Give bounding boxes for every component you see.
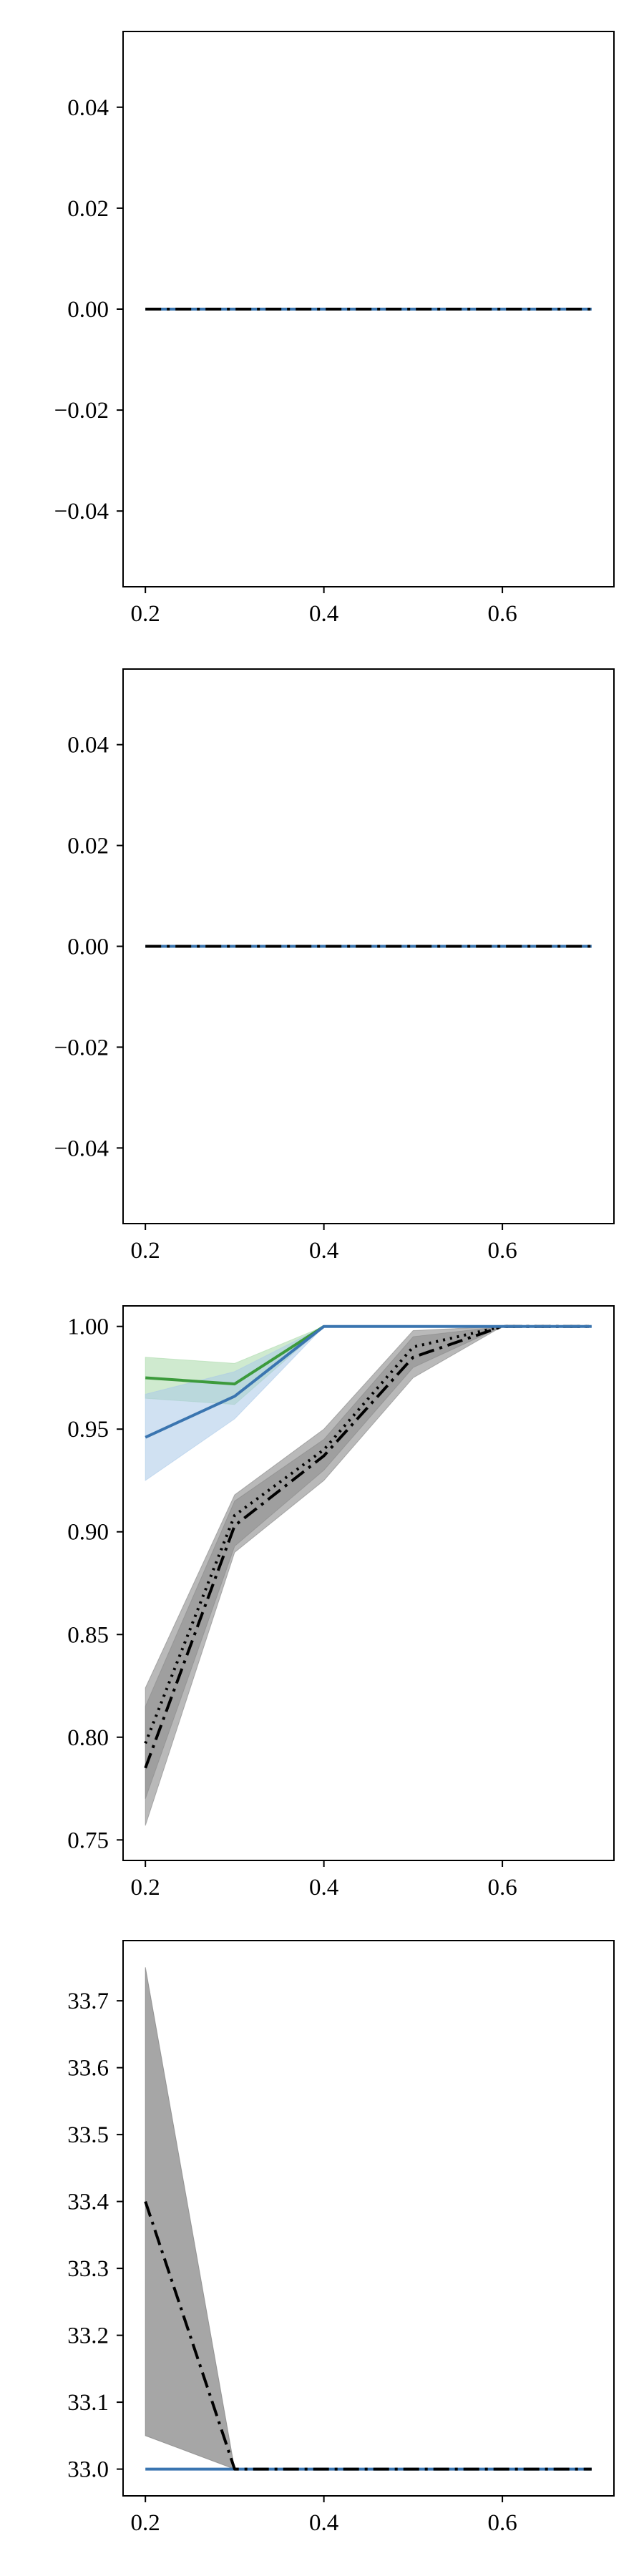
y-tick-label: 0.02 (67, 834, 109, 859)
y-tick-label: −0.04 (54, 1136, 109, 1161)
plot-area (144, 1967, 592, 2471)
y-tick-label: 0.80 (67, 1725, 109, 1751)
series-line-2 (144, 1324, 592, 1745)
x-tick-label: 0.2 (131, 1238, 160, 1264)
x-tick-label: 0.4 (309, 601, 338, 627)
x-tick-label: 0.4 (309, 1875, 338, 1901)
y-tick-label: 33.4 (67, 2190, 109, 2215)
y-tick-label: 0.85 (67, 1622, 109, 1648)
x-tick-label: 0.2 (131, 601, 160, 627)
y-tick-label: 0.04 (67, 95, 109, 121)
y-tick-label: −0.02 (54, 1035, 109, 1060)
confidence-band-1 (145, 1967, 592, 2470)
series-line-4 (145, 1324, 592, 1439)
y-tick-label: 0.04 (67, 733, 109, 758)
y-tick-label: 0.00 (67, 297, 109, 323)
y-tick-label: −0.02 (54, 398, 109, 424)
x-tick-label: 0.6 (487, 601, 517, 627)
y-tick-label: 0.90 (67, 1520, 109, 1546)
y-tick-label: −0.04 (54, 499, 109, 525)
series-line-1 (145, 1325, 325, 1386)
x-tick-label: 0.2 (131, 1875, 160, 1901)
x-tick-label: 0.6 (487, 1875, 517, 1901)
y-tick-label: 0.95 (67, 1417, 109, 1443)
x-tick-label: 0.6 (487, 1238, 517, 1264)
y-tick-label: 33.6 (67, 2056, 109, 2082)
x-tick-label: 0.4 (309, 2510, 338, 2536)
y-tick-label: 0.02 (67, 196, 109, 222)
x-tick-label: 0.2 (131, 2510, 160, 2536)
y-tick-label: 33.7 (67, 1989, 109, 2014)
y-tick-label: 33.5 (67, 2122, 109, 2148)
y-tick-label: 1.00 (67, 1314, 109, 1340)
y-tick-label: 33.1 (67, 2390, 109, 2416)
y-tick-label: 33.0 (67, 2457, 109, 2483)
axes-frame (122, 1940, 615, 2497)
x-tick-label: 0.6 (487, 2510, 517, 2536)
axes-frame (122, 1305, 615, 1861)
x-tick-label: 0.4 (309, 1238, 338, 1264)
chart-panel-4: 0.2 0.4 0.6 33.7 33.6 33.5 33.4 33.3 33.2 33.1 33.… (67, 1940, 615, 2536)
y-tick-label: 0.00 (67, 935, 109, 960)
series-line-2 (144, 2200, 592, 2471)
confidence-band-2 (145, 1326, 324, 1481)
y-tick-label: 33.3 (67, 2256, 109, 2282)
plot-area (144, 1324, 592, 1826)
y-tick-label: 0.75 (67, 1828, 109, 1853)
y-tick-label: 33.2 (67, 2323, 109, 2349)
chart-panel-1: 0.2 0.4 0.6 0.04 0.02 0.00 −0.02 −0.04 (54, 31, 615, 627)
chart-panel-3: 0.2 0.4 0.6 1.00 0.95 0.90 0.85 0.80 0.75 (67, 1305, 615, 1901)
chart-panel-2: 0.2 0.4 0.6 0.04 0.02 0.00 −0.02 −0.04 (54, 668, 615, 1264)
